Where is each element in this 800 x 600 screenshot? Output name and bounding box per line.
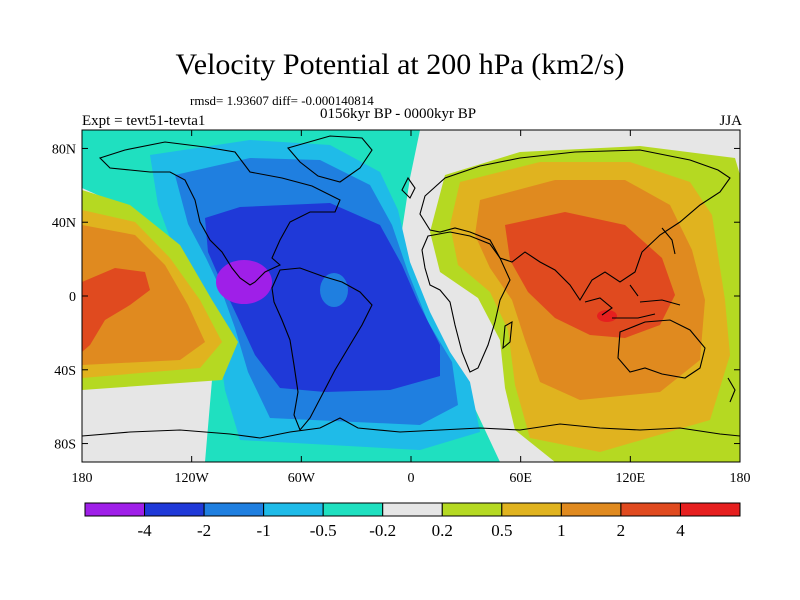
colorbar-label: 4 xyxy=(676,521,685,540)
colorbar-swatch xyxy=(679,502,741,517)
longitude-tick-group: 180 120W 60W 0 60E 120E 180 xyxy=(72,130,751,486)
colorbar-label: 0.2 xyxy=(432,521,453,540)
season-label: JJA xyxy=(719,113,742,129)
coast-australia xyxy=(617,319,706,379)
lon-tick-label: 120W xyxy=(175,471,210,486)
lon-tick-label: 0 xyxy=(408,471,415,486)
colorbar-swatch xyxy=(382,502,443,517)
lon-tick-label: 180 xyxy=(72,471,93,486)
colorbar-label: -4 xyxy=(137,521,152,540)
coast-madagascar xyxy=(502,320,513,350)
coast-africa xyxy=(421,231,511,373)
colorbar-label: 2 xyxy=(617,521,626,540)
stats-text: rmsd= 1.93607 diff= -0.000140814 xyxy=(190,93,374,108)
colorbar-swatch xyxy=(84,502,146,517)
lon-tick-label: 60E xyxy=(509,471,532,486)
contour-band-west-pos1 xyxy=(82,225,205,365)
colorbar-swatch xyxy=(203,502,265,517)
period-text: 0156kyr BP - 0000kyr BP xyxy=(320,106,477,122)
coast-new-zealand xyxy=(727,377,736,403)
lon-tick-label: 120E xyxy=(616,471,646,486)
map-title: Velocity Potential at 200 hPa (km2/s) xyxy=(175,48,625,81)
coast-indonesia xyxy=(584,284,681,319)
colorbar-swatch xyxy=(501,502,562,517)
coast-japan xyxy=(661,227,676,255)
coast-south-america xyxy=(271,267,373,432)
contour-fill xyxy=(82,130,740,462)
experiment-label: Expt = tevt51-tevta1 xyxy=(82,113,206,129)
colorbar: -4 -2 -1 -0.5 -0.2 0.2 0.5 1 2 4 xyxy=(84,502,741,540)
lat-tick-label: 40S xyxy=(54,364,76,379)
colorbar-swatch xyxy=(560,502,622,517)
contour-band-neg4 xyxy=(216,260,272,304)
colorbar-label: 1 xyxy=(557,521,566,540)
coastlines xyxy=(82,135,740,439)
lat-tick-label: 40N xyxy=(52,216,76,231)
lon-tick-label: 60W xyxy=(288,471,316,486)
coast-greenland xyxy=(287,135,373,183)
contour-band-west-pos2 xyxy=(82,268,150,352)
lat-tick-label: 80S xyxy=(54,438,76,453)
lon-tick-label: 180 xyxy=(730,471,751,486)
latitude-tick-group: 80N 40N 0 40S 80S xyxy=(52,142,740,453)
coast-antarctica xyxy=(82,417,740,439)
lat-tick-label: 80N xyxy=(52,142,76,157)
colorbar-swatch xyxy=(620,502,681,517)
coast-europe-asia xyxy=(419,149,731,302)
coast-britain xyxy=(401,176,416,199)
colorbar-label: -0.2 xyxy=(369,521,396,540)
contour-inner-minimum xyxy=(320,273,348,307)
colorbar-label: -0.5 xyxy=(310,521,337,540)
colorbar-label: -1 xyxy=(257,521,271,540)
colorbar-label: 0.5 xyxy=(491,521,512,540)
colorbar-swatch xyxy=(144,502,205,517)
coast-north-america xyxy=(98,141,341,286)
colorbar-swatch xyxy=(441,502,503,517)
colorbar-swatch xyxy=(322,502,384,517)
lat-tick-label: 0 xyxy=(69,290,76,305)
colorbar-label: -2 xyxy=(197,521,211,540)
contour-band-pos2 xyxy=(505,212,675,338)
contour-band-pos4 xyxy=(597,310,617,322)
colorbar-swatch xyxy=(263,502,324,517)
